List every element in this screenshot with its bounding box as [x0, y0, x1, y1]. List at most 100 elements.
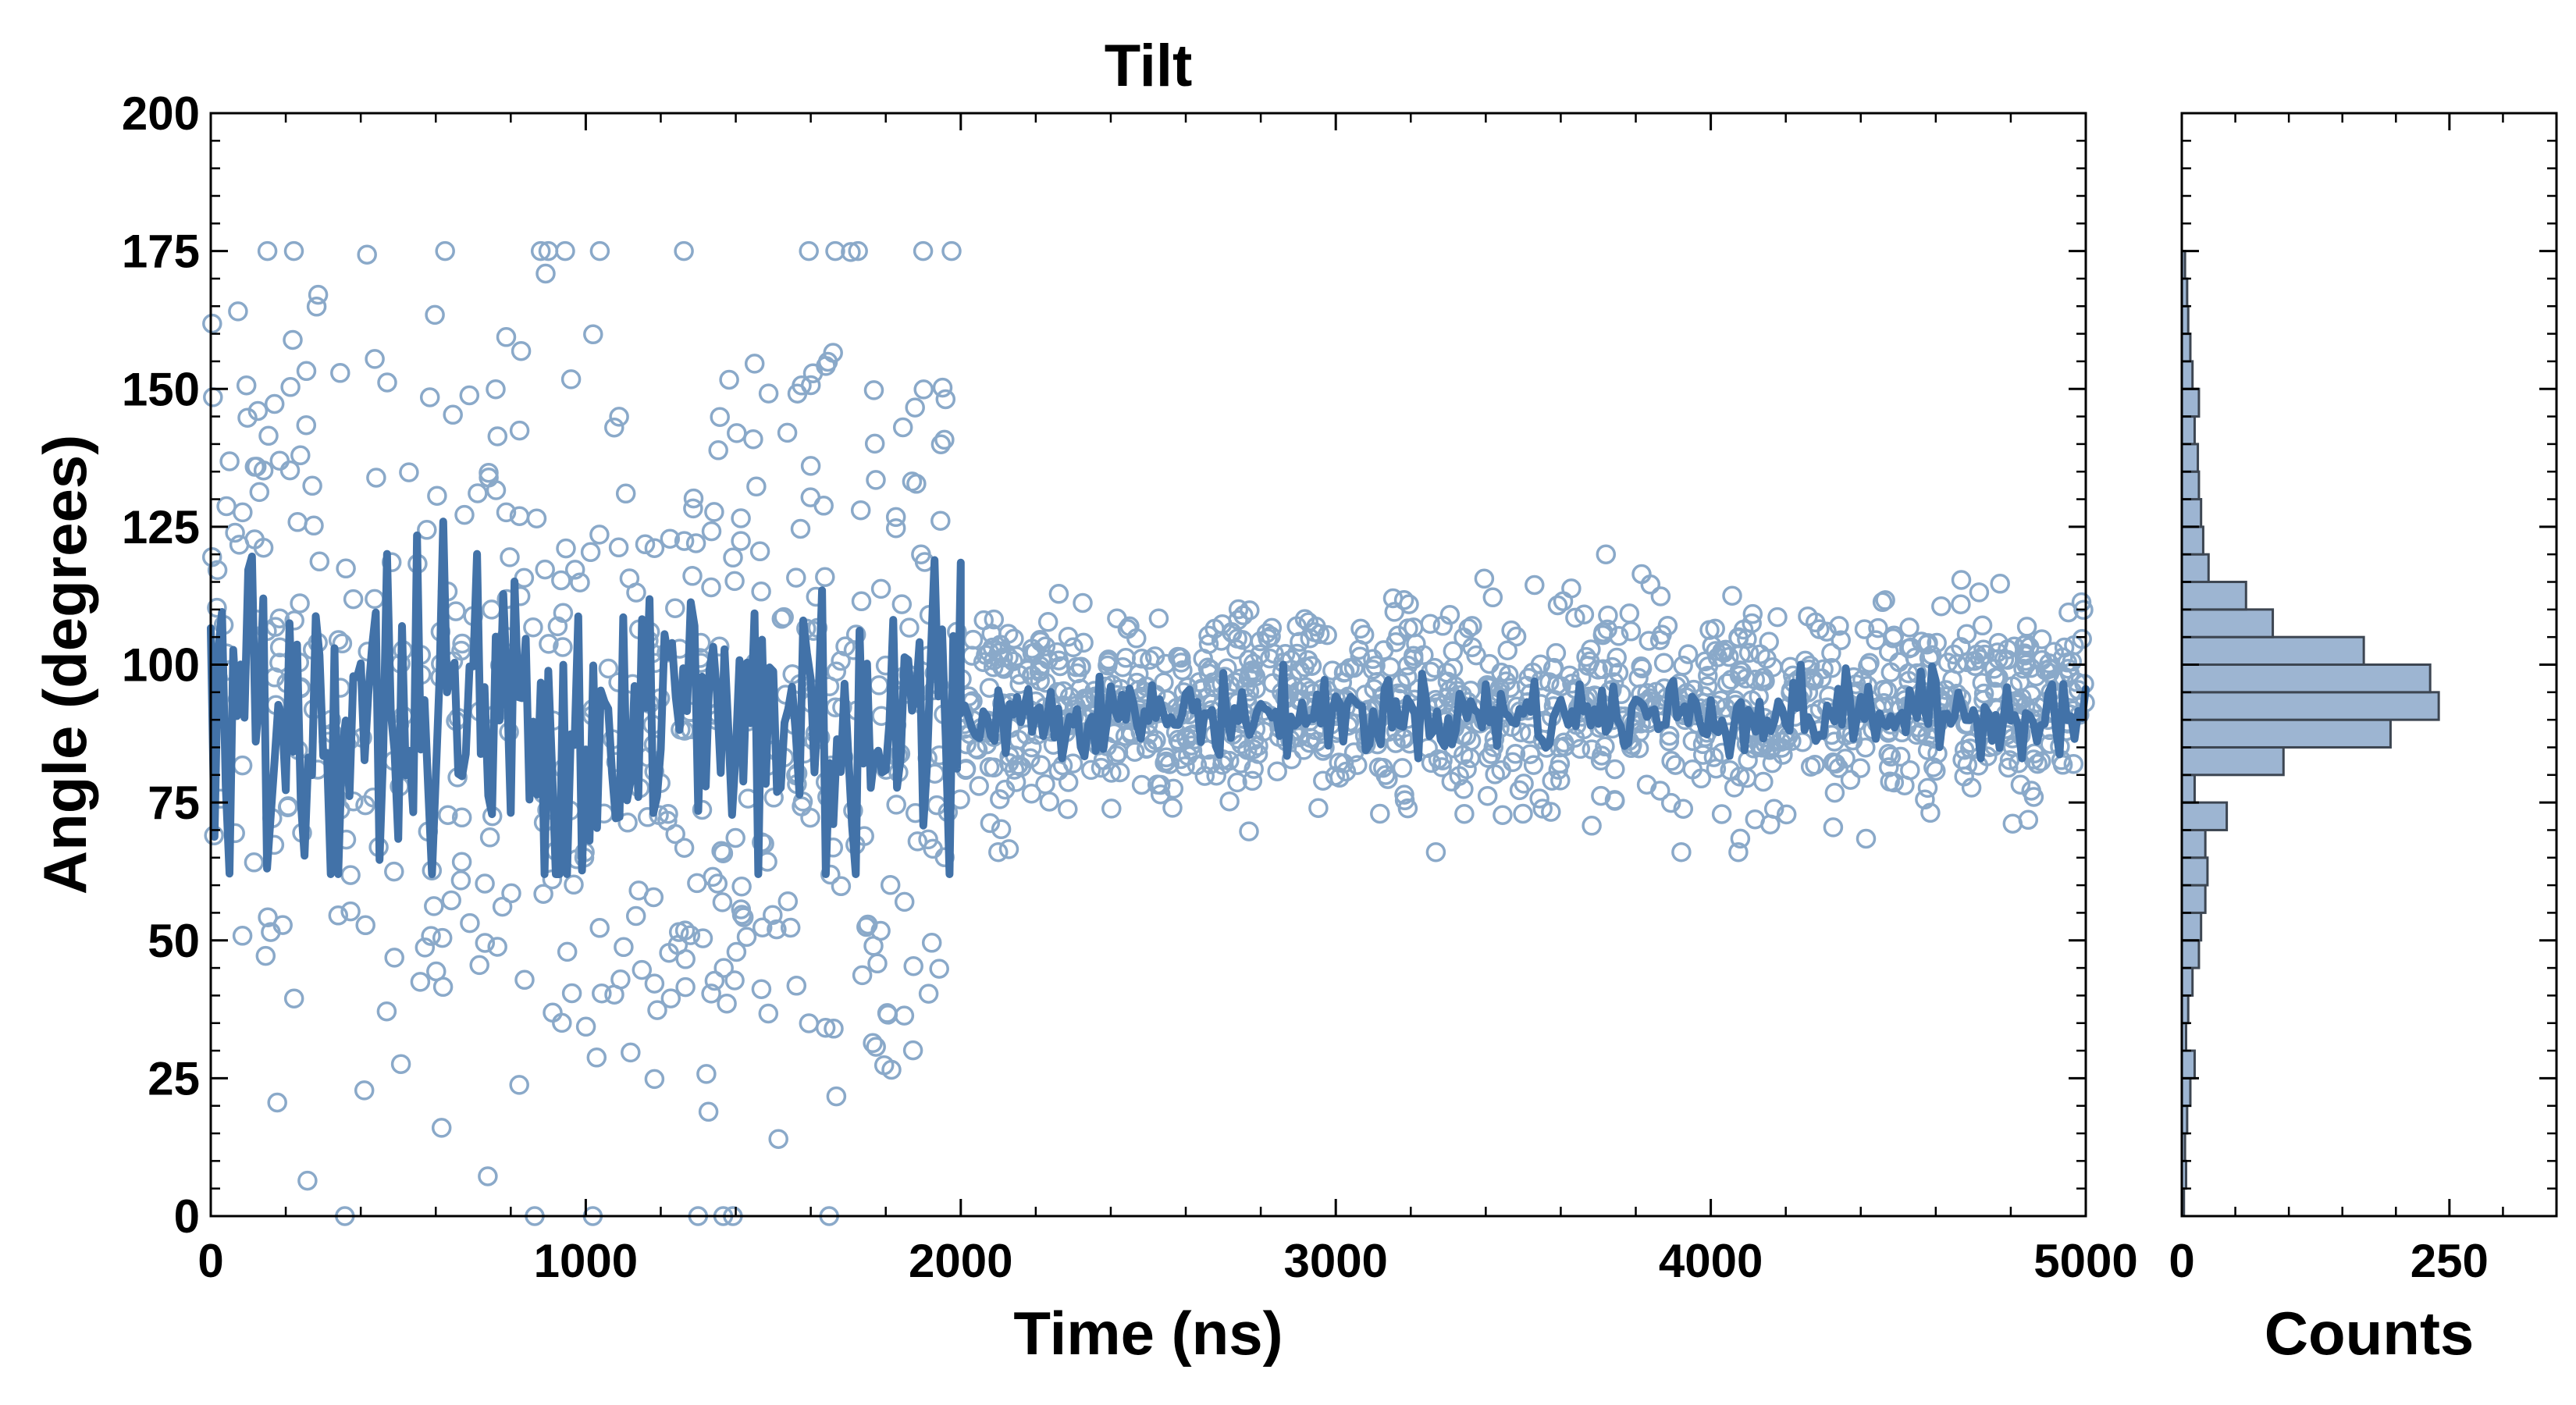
scatter-point	[201, 546, 222, 567]
scatter-point	[1286, 616, 1307, 637]
scatter-point	[450, 870, 471, 891]
scatter-point	[758, 383, 779, 404]
histogram-bar	[2180, 966, 2194, 997]
scatter-point	[280, 377, 301, 397]
scatter-point	[225, 522, 245, 543]
scatter-point	[1039, 791, 1060, 812]
scatter-point	[598, 658, 619, 679]
scatter-point	[1547, 595, 1568, 616]
scatter-point	[1112, 656, 1133, 678]
histogram-bar	[2180, 498, 2203, 528]
scatter-point	[1916, 634, 1937, 655]
scatter-point	[1880, 662, 1902, 683]
scatter-point	[1261, 617, 1283, 638]
histogram-bar	[2180, 443, 2200, 473]
scatter-point	[258, 907, 278, 927]
scatter-point	[685, 533, 706, 553]
scatter-point	[1380, 656, 1400, 678]
scatter-point	[1493, 805, 1513, 825]
scatter-point	[786, 976, 807, 996]
scatter-point	[1773, 745, 1793, 765]
scatter-point	[1062, 753, 1083, 774]
scatter-point	[475, 933, 496, 953]
scatter-point	[2058, 602, 2079, 623]
scatter-point	[1148, 608, 1169, 628]
scatter-point	[1927, 632, 1947, 653]
scatter-point	[1048, 650, 1069, 670]
scatter-point	[824, 1019, 844, 1039]
scatter-point	[1066, 656, 1087, 678]
scatter-point	[564, 874, 584, 895]
scatter-point	[365, 589, 385, 610]
scatter-point	[1399, 594, 1419, 614]
scatter-point	[658, 803, 678, 824]
scatter-point	[496, 327, 517, 347]
scatter-point	[296, 361, 317, 382]
scatter-point	[202, 313, 222, 334]
scatter-point	[932, 377, 953, 398]
scatter-point	[2031, 751, 2051, 772]
scatter-point	[777, 891, 799, 912]
scatter-point	[858, 914, 878, 935]
scatter-point	[710, 407, 730, 427]
scatter-point	[998, 647, 1019, 667]
scatter-point	[988, 841, 1009, 863]
histogram-bar	[2180, 718, 2392, 749]
scatter-point	[701, 984, 721, 1004]
scatter-point	[799, 240, 819, 261]
scatter-point	[1424, 657, 1445, 678]
scatter-point	[355, 795, 375, 816]
scatter-point	[258, 425, 279, 446]
scatter-point	[2015, 646, 2035, 666]
scatter-point	[1058, 626, 1079, 647]
scatter-point	[432, 927, 453, 948]
scatter-point	[283, 988, 304, 1008]
scatter-point	[877, 1003, 898, 1023]
scatter-point	[539, 634, 559, 654]
histogram-bar	[2180, 470, 2201, 501]
scatter-point	[1414, 645, 1434, 665]
y-axis-label: Angle (degrees)	[30, 435, 99, 895]
scatter-point	[918, 829, 938, 850]
scatter-point	[1300, 628, 1320, 649]
histogram-bar	[2180, 828, 2207, 859]
scatter-point	[1498, 664, 1519, 685]
scatter-point	[707, 873, 728, 894]
scatter-point	[1868, 617, 1888, 638]
scatter-point	[1880, 746, 1902, 767]
scatter-point	[547, 616, 568, 637]
scatter-point	[1373, 640, 1394, 660]
scatter-point	[815, 567, 835, 588]
scatter-point	[644, 1069, 665, 1090]
scatter-point	[913, 240, 934, 261]
scatter-point	[1035, 774, 1055, 795]
scatter-point	[1198, 625, 1219, 646]
scatter-point	[376, 1001, 397, 1022]
scatter-point	[713, 843, 734, 863]
scatter-point	[993, 647, 1013, 667]
scatter-point	[1650, 586, 1671, 606]
scatter-point	[446, 601, 466, 621]
scatter-point	[1151, 774, 1171, 795]
scatter-point	[899, 617, 920, 638]
scatter-point	[969, 776, 989, 796]
scatter-point	[443, 404, 463, 425]
scatter-point	[216, 496, 237, 517]
scatter-point	[1175, 756, 1195, 777]
scatter-point	[560, 369, 582, 389]
scatter-point	[934, 429, 955, 450]
scatter-point	[1705, 618, 1725, 639]
scatter-point	[1730, 828, 1751, 849]
scatter-point	[354, 1080, 375, 1101]
scatter-point	[1703, 747, 1724, 767]
scatter-point	[1550, 770, 1571, 791]
scatter-point	[523, 617, 543, 638]
scatter-point	[1370, 803, 1390, 824]
scatter-point	[1162, 798, 1183, 818]
scatter-point	[674, 838, 695, 858]
scatter-point	[535, 559, 555, 580]
scatter-point	[1678, 644, 1699, 664]
scatter-point	[930, 510, 951, 531]
scatter-point	[1058, 772, 1079, 792]
scatter-point	[1724, 777, 1745, 798]
